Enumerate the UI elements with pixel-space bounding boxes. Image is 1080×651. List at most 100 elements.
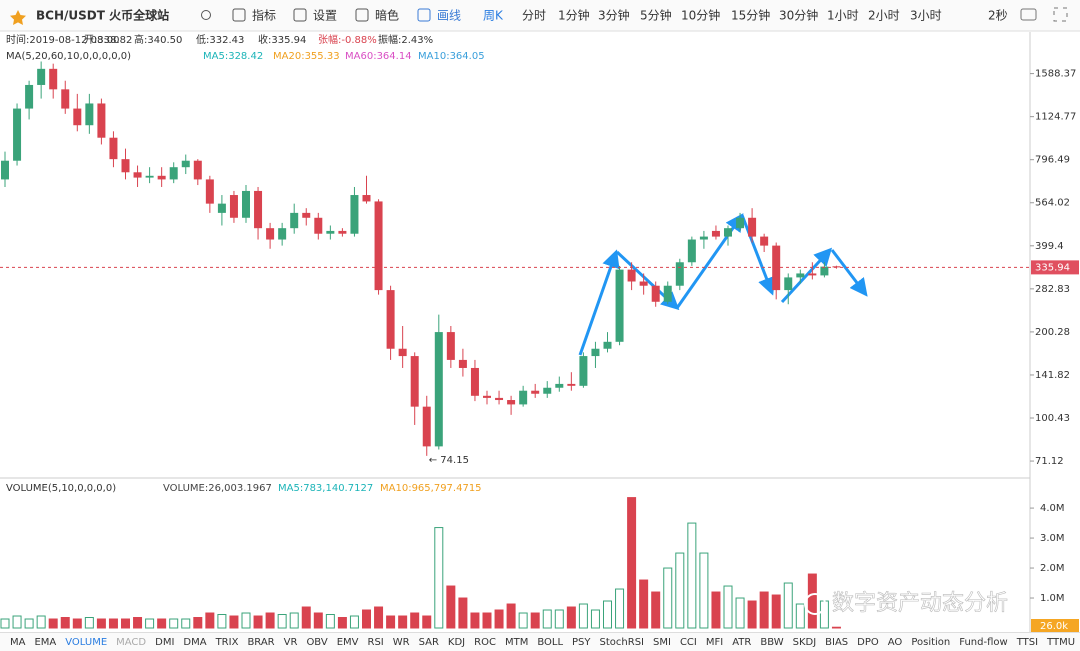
star-icon[interactable]	[10, 10, 26, 25]
indicator-tab[interactable]: RSI	[367, 637, 384, 648]
volume-bar	[422, 615, 432, 629]
candle-body	[543, 387, 552, 394]
candle-body	[229, 195, 238, 218]
volume-bar	[325, 614, 335, 629]
volume-bar	[771, 594, 781, 629]
candle-body	[133, 172, 142, 178]
candle-body	[374, 201, 383, 291]
interval[interactable]: 2小时	[868, 9, 900, 23]
candle-body	[193, 160, 202, 180]
y-tick-label: 2.0M	[1040, 563, 1065, 574]
candle-body	[398, 348, 407, 357]
indicator-tab[interactable]: PSY	[572, 637, 591, 648]
interval[interactable]: 3分钟	[598, 8, 630, 23]
indicator-tab[interactable]: VOLUME	[65, 637, 108, 648]
volume-bar	[530, 612, 540, 629]
volume-bar	[398, 615, 408, 629]
indicator-tab[interactable]: EMA	[34, 637, 57, 648]
fullscreen-icon[interactable]	[1053, 7, 1068, 22]
volume-bar	[337, 617, 347, 629]
indicator-tab[interactable]: BIAS	[825, 637, 849, 648]
interval[interactable]: 1分钟	[558, 8, 590, 23]
indicator-tab[interactable]: MFI	[705, 637, 724, 648]
indicator-tab[interactable]: TRIX	[215, 637, 239, 648]
volume-bar	[482, 612, 492, 629]
indicator-tab[interactable]: BBW	[760, 637, 784, 648]
search-icon[interactable]	[201, 10, 211, 20]
toolbar-item[interactable]: 画线	[437, 9, 461, 23]
indicator-tab[interactable]: VR	[283, 637, 298, 648]
indicator-tab[interactable]: MA	[10, 637, 26, 648]
volume-bar	[518, 612, 528, 629]
indicator-tab[interactable]: SKDJ	[792, 637, 817, 648]
candle-body	[820, 266, 829, 276]
candle-body	[242, 190, 250, 218]
toolbar-item[interactable]: 暗色	[375, 8, 399, 23]
candle-body	[85, 103, 94, 126]
volume-bar	[386, 615, 396, 629]
volume-current-label: 26.0k	[1040, 621, 1068, 632]
interval[interactable]: 15分钟	[731, 8, 770, 23]
indicator-tab[interactable]: Position	[911, 637, 951, 648]
volume-bar	[735, 597, 745, 629]
candle-body	[699, 236, 708, 240]
indicator-tab[interactable]: StochRSI	[599, 637, 644, 648]
indicator-tab[interactable]: ATR	[732, 637, 752, 648]
period-select[interactable]: 周K	[483, 9, 504, 23]
camera-icon[interactable]	[1020, 8, 1037, 21]
indicator-tab[interactable]: EMV	[336, 637, 359, 648]
indicator-tab[interactable]: DMI	[155, 637, 175, 648]
indicator-tab[interactable]: DMA	[183, 637, 207, 648]
y-tick-label: 141.82	[1035, 370, 1070, 381]
candle-body	[205, 179, 214, 204]
candle-body	[615, 269, 624, 342]
candle-body	[663, 285, 672, 302]
toolbar-icon	[355, 8, 369, 22]
indicator-tab[interactable]: KDJ	[447, 637, 466, 648]
candle-body	[446, 332, 455, 360]
interval[interactable]: 30分钟	[779, 8, 818, 23]
toolbar-item[interactable]: 指标	[252, 8, 276, 23]
indicator-tab[interactable]: OBV	[306, 637, 328, 648]
y-tick-label: 399.4	[1035, 241, 1064, 252]
interval[interactable]: 10分钟	[681, 8, 720, 23]
low-annotation: ← 74.15	[429, 455, 469, 466]
candle-body	[555, 383, 564, 388]
interval[interactable]: 分时	[522, 9, 546, 23]
indicator-tab[interactable]: BOLL	[537, 637, 564, 648]
volume-bar	[121, 618, 130, 629]
indicator-tab[interactable]: TTSI	[1016, 637, 1039, 648]
indicator-tab[interactable]: MTM	[504, 637, 529, 648]
volume-bar	[277, 614, 287, 629]
refresh[interactable]: 2秒	[988, 9, 1008, 23]
volume-bar	[145, 618, 155, 629]
volume-bar	[723, 585, 733, 629]
volume-bar	[663, 567, 673, 629]
symbol[interactable]: BCH/USDT 火币全球站	[36, 8, 169, 23]
toolbar-item[interactable]: 设置	[313, 9, 337, 23]
y-tick-label: 71.12	[1035, 456, 1064, 467]
indicator-tab[interactable]: TTMU	[1047, 637, 1076, 648]
interval[interactable]: 5分钟	[640, 8, 672, 23]
indicator-tab[interactable]: CCI	[679, 637, 697, 648]
indicator-tab[interactable]: MACD	[116, 637, 147, 648]
indicator-tab[interactable]: BRAR	[247, 637, 275, 648]
volume-bar	[615, 588, 625, 629]
volume-bar	[241, 612, 251, 629]
info: 高:340.50	[134, 33, 182, 46]
interval[interactable]: 1小时	[827, 9, 859, 23]
candle-body	[687, 239, 696, 263]
indicator-tab[interactable]: ROC	[474, 637, 496, 648]
indicator-tab[interactable]: Fund-flow	[959, 637, 1008, 648]
chart: BCH/USDT 火币全球站 指标 设置 暗色 画线 周K 分时 1分钟 3分钟 5分钟 10分钟…	[0, 7, 1080, 632]
last-price-box	[1031, 260, 1079, 275]
candle-body	[639, 281, 648, 286]
indicator-tab[interactable]: WR	[392, 637, 410, 648]
indicator-tab[interactable]: AO	[887, 637, 903, 648]
indicator-tab[interactable]: SAR	[418, 637, 439, 648]
indicator-tab[interactable]: DPO	[857, 637, 879, 648]
candle-body	[519, 390, 528, 405]
candle-body	[784, 277, 793, 291]
interval[interactable]: 3小时	[910, 9, 942, 23]
indicator-tab[interactable]: SMI	[653, 637, 671, 648]
